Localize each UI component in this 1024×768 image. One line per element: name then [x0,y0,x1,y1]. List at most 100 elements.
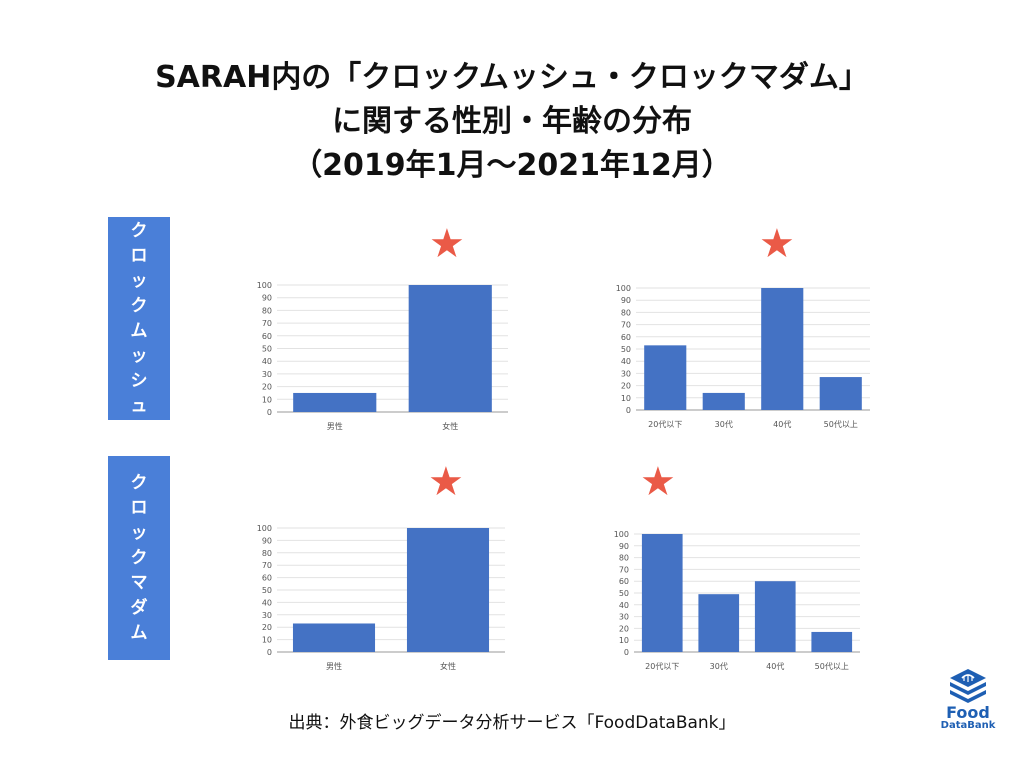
bar [761,288,804,410]
row-label-char: ム [130,623,148,643]
bar [293,392,377,412]
row-label-char: ク [130,221,148,241]
y-tick-label: 40 [621,357,631,366]
bar [698,594,740,652]
x-tick-label: 20代以下 [645,661,679,671]
title-line-2: に関する性別・年齢の分布 [332,104,692,139]
y-tick-label: 0 [267,648,272,657]
y-tick-label: 10 [262,395,272,404]
y-tick-label: 70 [621,321,631,330]
row-label-croque-monsieur: ク ロ ッ ク ム ッ シ ュ [108,217,170,420]
x-tick-label: 女性 [440,661,456,671]
y-tick-label: 40 [262,357,272,366]
logo-text-databank: DataBank [940,720,996,731]
row-label-char: ロ [130,246,148,266]
fooddatabank-logo-icon [950,669,986,703]
title-line-1: SARAH内の「クロックムッシュ・クロックマダム」 [155,60,869,95]
bar [292,623,376,652]
x-tick-label: 20代以下 [648,419,682,429]
bar [406,528,490,652]
x-tick-label: 50代以上 [815,661,849,671]
star-icon: ★ [429,221,465,267]
bar [644,345,687,410]
source-caption: 出典：外食ビッグデータ分析サービス「FoodDataBank」 [288,713,736,733]
x-tick-label: 30代 [710,661,728,671]
x-tick-label: 女性 [442,421,458,431]
y-tick-label: 60 [262,332,272,341]
chart-monsieur-age: 0 10 20 30 40 50 60 70 80 90 100 20代以下 30代 40代 50代以上 [616,284,870,429]
y-tick-label: 30 [262,370,272,379]
y-tick-label: 20 [262,383,272,392]
y-tick-label: 90 [262,294,272,303]
y-tick-label: 20 [621,382,631,391]
row-label-char: ッ [130,271,148,291]
row-label-char: ク [130,548,148,568]
bar [408,285,492,412]
y-tick-label: 0 [624,648,629,657]
row-label-char: ム [130,321,148,341]
y-tick-label: 60 [262,574,272,583]
y-tick-label: 100 [616,284,631,293]
row-label-char: マ [130,573,148,593]
row-label-char: ッ [130,346,148,366]
x-tick-label: 40代 [766,661,784,671]
y-tick-label: 70 [262,561,272,570]
row-label-char: ク [130,473,148,493]
star-icon: ★ [640,459,676,505]
x-tick-label: 40代 [773,419,791,429]
x-tick-label: 男性 [326,661,342,671]
x-tick-label: 30代 [715,419,733,429]
y-tick-label: 60 [621,333,631,342]
y-tick-label: 50 [619,589,629,598]
bar [641,534,683,652]
y-tick-label: 90 [619,542,629,551]
page-title: SARAH内の「クロックムッシュ・クロックマダム」 に関する性別・年齢の分布 （… [0,56,1024,188]
title-line-3: （2019年1月〜2021年12月） [292,148,732,183]
row-label-char: ロ [130,498,148,518]
y-tick-label: 100 [257,524,272,533]
row-label-croque-madame: ク ロ ッ ク マ ダ ム [108,456,170,660]
y-tick-label: 90 [621,296,631,305]
y-tick-label: 80 [262,306,272,315]
y-tick-label: 40 [262,598,272,607]
y-tick-label: 30 [619,613,629,622]
y-tick-label: 90 [262,536,272,545]
y-tick-label: 100 [257,281,272,290]
y-tick-label: 0 [626,406,631,415]
y-tick-label: 50 [262,345,272,354]
y-tick-label: 40 [619,601,629,610]
y-tick-label: 80 [621,308,631,317]
chart-madame-age: 0 10 20 30 40 50 60 70 80 90 100 20代以下 30代 40代 50代以上 [614,530,860,671]
bar [811,631,853,652]
y-tick-label: 0 [267,408,272,417]
logo-text-food: Food [946,703,990,722]
y-tick-label: 80 [619,554,629,563]
y-tick-label: 50 [621,345,631,354]
bar [702,392,745,410]
y-tick-label: 10 [621,394,631,403]
y-tick-label: 50 [262,586,272,595]
y-tick-label: 70 [262,319,272,328]
row-label-char: ッ [130,523,148,543]
y-tick-label: 10 [262,636,272,645]
y-tick-label: 70 [619,565,629,574]
bar [754,581,796,652]
row-label-char: ュ [130,396,148,416]
row-label-char: ダ [130,598,148,618]
star-icon: ★ [759,221,795,267]
y-tick-label: 100 [614,530,629,539]
y-tick-label: 30 [262,611,272,620]
bar [819,377,862,410]
y-tick-label: 60 [619,577,629,586]
y-tick-label: 80 [262,549,272,558]
y-tick-label: 10 [619,636,629,645]
y-tick-label: 30 [621,369,631,378]
y-tick-label: 20 [262,623,272,632]
row-label-char: シ [130,371,148,391]
x-tick-label: 男性 [327,421,343,431]
chart-madame-gender: 0 10 20 30 40 50 60 70 80 90 100 男性 女性 [257,524,505,671]
y-tick-label: 20 [619,624,629,633]
chart-monsieur-gender: 0 10 20 30 40 50 60 70 80 90 100 男性 女性 [257,281,508,431]
x-tick-label: 50代以上 [824,419,858,429]
star-icon: ★ [428,459,464,505]
